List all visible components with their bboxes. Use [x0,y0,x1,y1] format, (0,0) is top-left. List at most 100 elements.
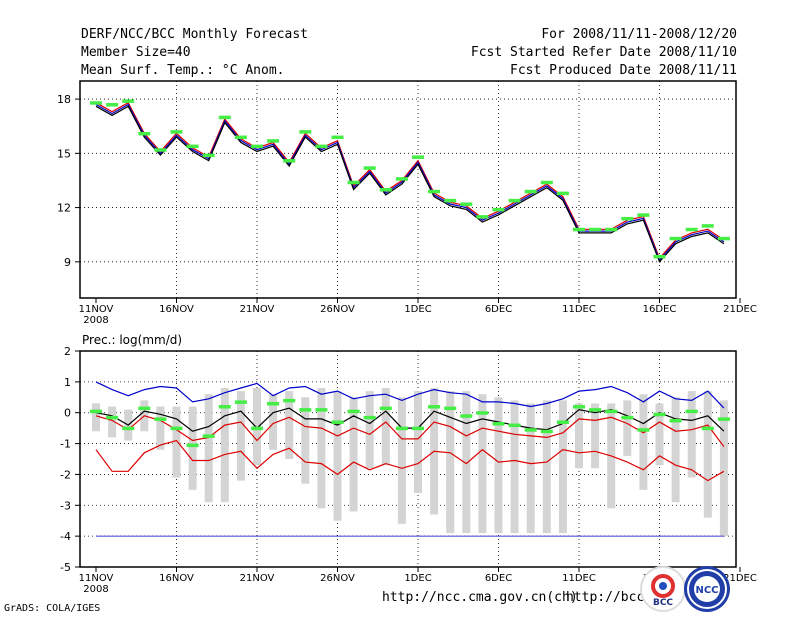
green-marker [460,414,473,418]
member-size: Member Size=40 [81,45,191,60]
green-marker [492,207,505,212]
green-marker [605,409,618,414]
x-tick-label: 11NOV [79,304,114,315]
green-marker [267,139,280,143]
spread-bar [719,400,728,537]
green-marker [379,406,392,411]
green-marker [90,101,102,105]
green-marker [621,216,634,221]
green-marker [492,422,505,426]
green-marker [154,148,167,152]
spread-bar [639,394,648,490]
green-marker [186,443,199,448]
green-marker [299,130,312,134]
precip-title: Prec.: log(mm/d) [82,333,182,347]
green-marker [717,417,730,421]
series-line-lower-mean [95,415,725,448]
spread-bar [397,397,406,524]
spread-bar [220,388,229,503]
green-marker [524,428,537,432]
green-marker [412,426,424,431]
green-marker [251,426,263,431]
green-marker [283,398,296,403]
green-marker [669,236,682,241]
y-tick-label: 15 [57,147,71,160]
spread-bar [269,394,278,450]
spread-bar [623,400,632,456]
y-tick-label: 0 [64,407,71,420]
spread-bar [414,391,422,493]
x-tick-label: 21NOV [240,573,275,584]
green-marker [428,189,441,194]
green-marker [363,166,376,170]
y-tick-label: -5 [60,561,71,574]
variable-label: Mean Surf. Temp.: °C Anom. [81,63,285,78]
green-marker [508,198,521,203]
spread-bar [703,391,712,518]
green-marker [170,130,183,134]
spread-bar [462,391,471,534]
series-line-upper [95,381,725,409]
spread-bar [188,406,197,490]
spread-bar [333,391,342,521]
x-tick-label: 1DEC [404,304,431,315]
green-marker [540,180,553,185]
green-marker [395,426,408,431]
x-tick-label: 21NOV [240,304,275,315]
green-marker [138,406,151,411]
green-marker [218,115,231,120]
green-marker [90,409,102,414]
forecast-produced: Fcst Produced Date 2008/11/11 [510,63,737,78]
x-tick-label: 16NOV [159,304,194,315]
plot-frame [79,350,737,568]
y-tick-label: 12 [57,202,71,215]
spread-bar [204,394,213,503]
x-year-label: 2008 [83,584,108,595]
spread-bar [655,403,664,466]
green-marker [508,423,521,428]
x-tick-label: 16NOV [159,573,194,584]
spread-bar [92,403,100,432]
spread-bar [172,406,181,478]
green-marker [170,426,183,431]
x-tick-label: 1DEC [404,573,431,584]
x-tick-label: 16DEC [643,304,677,315]
spread-bar [575,403,583,469]
spread-bar [591,403,600,469]
series-line-ensemble-mean [95,103,725,262]
spread-bar [317,388,326,509]
green-marker [428,405,441,409]
spread-bar [542,400,551,534]
chart-title: DERF/NCC/BCC Monthly Forecast [81,27,308,42]
spread-bar [253,388,261,466]
ncc-url[interactable]: http://ncc.cma.gov.cn(ch) [382,590,578,605]
spread-bar [301,397,310,484]
spread-bar [446,391,455,534]
green-marker [234,135,247,140]
green-marker [444,406,457,411]
x-year-label: 2008 [83,315,108,326]
spread-bar [687,391,696,478]
green-marker [122,99,135,103]
series-line-ensemble-lower [95,105,725,263]
green-marker [476,215,489,219]
plot-frame [79,80,737,299]
green-marker [556,191,569,196]
green-marker [685,227,698,232]
bcc-url[interactable]: http://bcc.c [566,590,660,605]
green-marker [106,415,119,420]
green-marker [621,415,634,420]
y-tick-label: 2 [64,345,71,358]
series-line-lower [95,439,725,482]
x-tick-label: 11DEC [562,304,596,315]
spread-bar [526,403,535,534]
green-marker [379,188,392,192]
x-tick-label: 6DEC [485,304,512,315]
green-marker [444,198,457,203]
green-marker [573,227,585,232]
series-line-mean [95,407,725,432]
spread-bar [156,406,165,450]
green-marker [556,420,569,424]
green-marker [589,408,602,412]
